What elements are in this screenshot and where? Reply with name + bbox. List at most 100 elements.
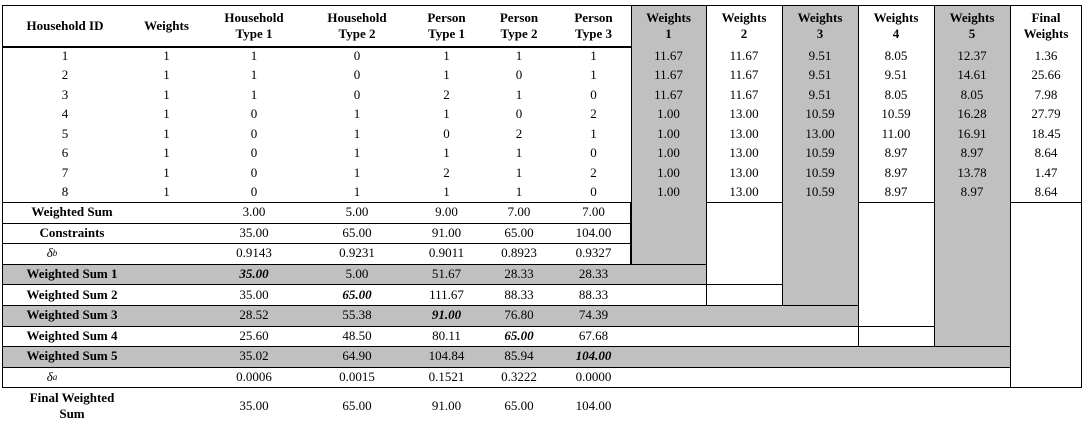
summary-cell: 65.00 (504, 224, 534, 240)
column-header: Person Type 2 (499, 9, 539, 41)
table-cell: 9.51 (808, 47, 832, 63)
row-label: Weighted Sum (31, 204, 113, 220)
summary-cell: 48.50 (342, 327, 372, 343)
summary-cell: 0.9011 (428, 245, 465, 261)
table-cell: 1 (163, 67, 170, 83)
table-cell: 1 (163, 86, 170, 102)
summary-cell: 7.00 (582, 204, 605, 220)
table-cell: 1.36 (1034, 47, 1058, 63)
table-cell: 8.97 (960, 145, 984, 161)
table-cell: 16.28 (957, 106, 987, 122)
table-cell: 10.59 (805, 106, 835, 122)
summary-cell: 28.52 (239, 307, 269, 323)
table-cell: 1 (590, 125, 597, 141)
summary-cell: 51.67 (431, 266, 462, 282)
table-cell: 1 (353, 125, 361, 141)
summary-cell: 76.80 (504, 307, 534, 323)
column-header: Person Type 1 (427, 9, 466, 41)
table-cell: 12.37 (957, 47, 987, 63)
summary-cell: 74.39 (578, 307, 609, 323)
table-cell: 0 (250, 125, 258, 141)
table-cell: 14.61 (957, 67, 987, 83)
table-cell: 9.51 (808, 86, 832, 102)
column-header: Weights 1 (646, 9, 691, 41)
summary-cell: 0.0006 (236, 369, 272, 385)
table-cell: 7.98 (1034, 86, 1058, 102)
table-cell: 0 (590, 145, 597, 161)
summary-cell: 104.00 (575, 348, 612, 364)
table-cell: 1 (515, 86, 523, 102)
table-cell: 1 (163, 47, 170, 63)
column-header: Weights (144, 17, 189, 33)
summary-cell: 0.8923 (501, 245, 537, 261)
weights-column (782, 5, 859, 327)
table-cell: 25.66 (1031, 67, 1061, 83)
table-cell: 1.00 (657, 184, 680, 200)
table-cell: 1 (250, 86, 258, 102)
summary-cell: 67.68 (578, 327, 609, 343)
summary-cell: 35.00 (239, 398, 269, 414)
table-cell: 8.97 (884, 145, 908, 161)
summary-cell: 104.00 (575, 224, 612, 240)
final-weights-column (1010, 5, 1082, 389)
table-cell: 0 (353, 86, 361, 102)
table-cell: 13.00 (729, 145, 759, 161)
table-cell: 13.00 (729, 164, 759, 180)
table-cell: 2 (515, 125, 523, 141)
summary-cell: 35.00 (239, 224, 269, 240)
summary-cell: 0.9327 (575, 245, 612, 261)
table-cell: 9.51 (884, 67, 908, 83)
table-cell: 27.79 (1031, 106, 1061, 122)
table-cell: 1 (163, 164, 170, 180)
table-cell: 10.59 (805, 145, 835, 161)
table-cell: 1 (443, 47, 450, 63)
summary-cell: 88.33 (504, 286, 534, 302)
table-cell: 1 (515, 184, 523, 200)
delta-subscript: a (52, 372, 58, 383)
summary-cell: 64.90 (342, 348, 372, 364)
row-label: Weighted Sum 2 (26, 286, 118, 302)
summary-cell: 28.33 (504, 266, 534, 282)
table-cell: 1 (163, 125, 170, 141)
table-cell: 8.64 (1034, 184, 1058, 200)
table-cell: 1 (163, 106, 170, 122)
row-label: Weighted Sum 3 (26, 307, 118, 323)
table-cell: 1 (163, 184, 170, 200)
column-header: Weights 4 (873, 9, 919, 41)
summary-cell: 91.00 (431, 224, 462, 240)
column-header: Final Weights (1023, 9, 1069, 41)
table-cell: 0 (590, 86, 597, 102)
table-cell: 1.00 (657, 106, 680, 122)
table-cell: 11.00 (881, 125, 911, 141)
column-header: Household ID (26, 17, 104, 33)
summary-cell: 65.00 (342, 224, 372, 240)
summary-cell: 65.00 (342, 398, 372, 414)
table-cell: 10.59 (881, 106, 911, 122)
table-cell: 0 (443, 125, 450, 141)
table-cell: 8.05 (884, 47, 908, 63)
table-cell: 1 (443, 145, 450, 161)
table-cell: 5 (61, 125, 69, 141)
table-cell: 0 (250, 106, 258, 122)
table-cell: 1.00 (657, 164, 680, 180)
table-cell: 2 (443, 164, 450, 180)
table-cell: 2 (590, 164, 597, 180)
table-cell: 1 (353, 164, 361, 180)
row-label: Weighted Sum 1 (26, 266, 118, 282)
summary-cell: 85.94 (504, 348, 534, 364)
summary-cell: 111.67 (429, 286, 464, 302)
table-cell: 1 (590, 67, 597, 83)
table-cell: 1 (353, 106, 361, 122)
row-label: Constraints (39, 224, 105, 240)
summary-cell: 35.02 (239, 348, 269, 364)
summary-cell: 0.1521 (428, 369, 465, 385)
summary-cell: 88.33 (578, 286, 609, 302)
table-cell: 11.67 (729, 47, 759, 63)
summary-cell: 3.00 (242, 204, 266, 220)
table-cell: 0 (515, 106, 523, 122)
summary-cell: 80.11 (432, 327, 461, 343)
table-cell: 2 (443, 86, 450, 102)
table-cell: 8.05 (884, 86, 908, 102)
